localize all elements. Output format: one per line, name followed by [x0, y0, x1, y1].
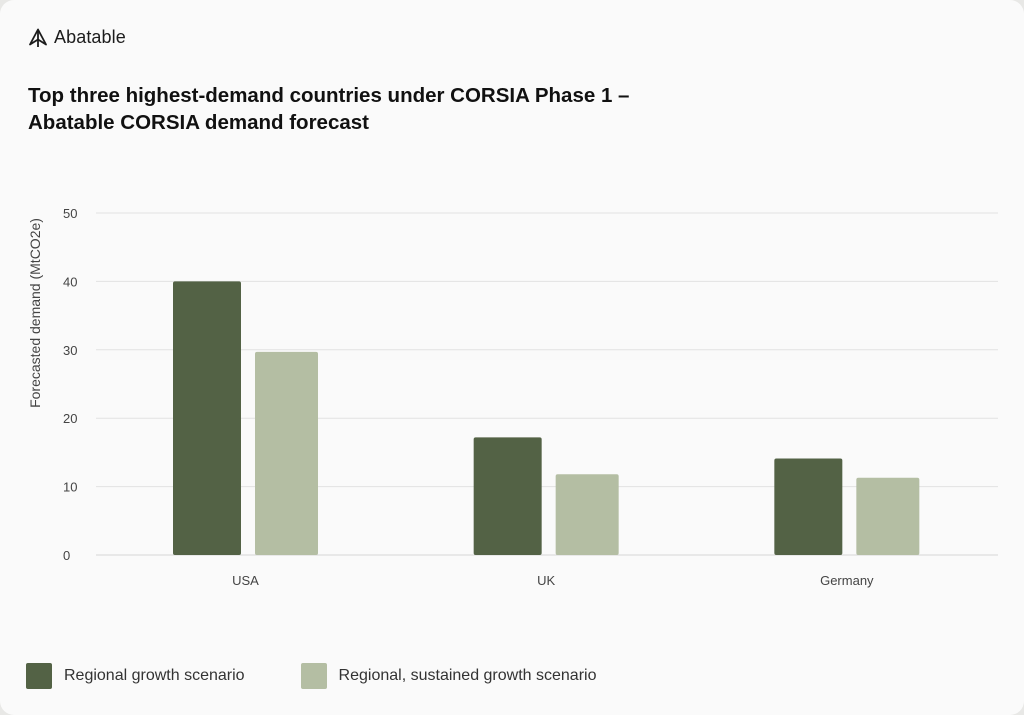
y-tick-label: 30 [63, 343, 77, 358]
legend-item-regional-sustained-growth: Regional, sustained growth scenario [300, 663, 597, 689]
bar [173, 281, 241, 555]
y-tick-label: 10 [63, 480, 77, 495]
brand-name: Abatable [54, 27, 126, 47]
y-tick-label: 50 [63, 206, 77, 221]
chart-title-line-2: Abatable CORSIA demand forecast [28, 111, 369, 134]
chart-title-line-1: Top three highest-demand countries under… [28, 84, 630, 107]
legend-label-series-2: Regional, sustained growth scenario [338, 667, 597, 684]
abatable-tree-logo-icon [28, 28, 48, 48]
chart-title: Top three highest-demand countries under… [28, 82, 708, 136]
legend-swatch-series-2 [300, 663, 327, 689]
y-axis-label: Forecasted demand (MtCO2e) [27, 218, 43, 408]
x-tick-label: USA [232, 573, 259, 588]
legend-item-regional-growth: Regional growth scenario [26, 663, 245, 689]
legend-label-series-1: Regional growth scenario [64, 667, 245, 684]
bar-chart: 0 10 20 30 40 50 Forecasted demand (MtCO2e) USA… [27, 206, 998, 588]
bar [774, 458, 843, 555]
y-tick-label: 20 [63, 411, 77, 426]
bar [473, 437, 542, 555]
bar [555, 474, 619, 555]
bar [856, 477, 920, 555]
legend-swatch-series-1 [26, 663, 52, 689]
y-tick-label: 40 [63, 274, 77, 289]
y-tick-label: 0 [63, 548, 70, 563]
chart-legend: Regional growth scenario Regional, susta… [26, 663, 652, 689]
bar [255, 351, 318, 555]
brand[interactable]: Abatable [28, 27, 126, 48]
x-tick-label: Germany [820, 573, 874, 588]
x-tick-label: UK [537, 573, 555, 588]
